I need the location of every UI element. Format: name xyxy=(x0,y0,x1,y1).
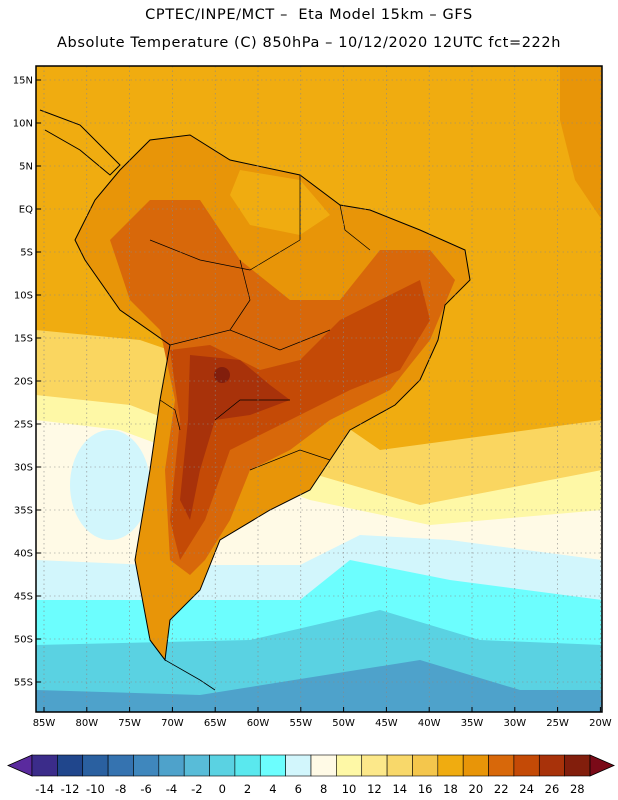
colorbar-label: 6 xyxy=(295,782,302,796)
colorbar-swatch xyxy=(209,754,236,777)
colorbar-label: -6 xyxy=(140,782,151,796)
colorbar-swatch xyxy=(564,754,591,777)
country-borders xyxy=(149,175,371,471)
colorbar-label: 2 xyxy=(244,782,251,796)
ocean-cold-pocket xyxy=(70,430,150,540)
longitude-axis: 85W 80W 75W 70W 65W 60W 55W 50W 45W 40W 35W 30W 25W 2… xyxy=(33,707,612,729)
colorbar-label: 14 xyxy=(392,782,407,796)
map-title: CPTEC/INPE/MCT – Eta Model 15km – GFS xyxy=(145,7,473,23)
lat-label: 45S xyxy=(14,592,33,603)
colorbar-label: 20 xyxy=(469,782,484,796)
colorbar-label: -12 xyxy=(61,782,80,796)
lat-label: 30S xyxy=(14,463,33,474)
central-america-coast xyxy=(39,109,121,176)
colorbar-label: -14 xyxy=(35,782,54,796)
colorbar-swatch xyxy=(31,754,58,777)
lat-label: 25S xyxy=(14,420,33,431)
colorbar-swatch xyxy=(437,754,464,777)
lon-label: 45W xyxy=(375,718,398,729)
colorbar-label: 18 xyxy=(443,782,458,796)
lat-label: 15N xyxy=(13,76,33,87)
lon-label: 75W xyxy=(118,718,141,729)
colorbar-swatch xyxy=(488,754,515,777)
colorbar-swatch xyxy=(183,754,210,777)
lat-label: 5S xyxy=(20,248,33,259)
land-cool-amazon xyxy=(230,170,330,235)
colorbar-swatch xyxy=(158,754,185,777)
ocean-blue xyxy=(36,660,602,712)
colorbar xyxy=(7,754,615,777)
lat-label: 15S xyxy=(14,334,33,345)
lon-label: 60W xyxy=(247,718,270,729)
colorbar-swatch xyxy=(462,754,489,777)
tierra-del-fuego xyxy=(149,639,216,691)
colorbar-label: 12 xyxy=(367,782,382,796)
lon-label: 50W xyxy=(332,718,355,729)
colorbar-label: 28 xyxy=(570,782,585,796)
ocean-warm-northeast xyxy=(560,66,602,220)
map-subtitle: Absolute Temperature (C) 850hPa – 10/12/… xyxy=(57,35,561,51)
colorbar-swatch xyxy=(386,754,413,777)
colorbar-swatch xyxy=(82,754,109,777)
lat-label: 20S xyxy=(14,377,33,388)
colorbar-label: -10 xyxy=(86,782,105,796)
lat-label: 50S xyxy=(14,635,33,646)
lat-label: EQ xyxy=(19,205,33,216)
lat-label: 55S xyxy=(14,678,33,689)
coastline xyxy=(74,134,471,662)
lon-label: 70W xyxy=(161,718,184,729)
colorbar-label: 22 xyxy=(494,782,509,796)
central-america-land xyxy=(40,110,120,175)
lat-label: 40S xyxy=(14,549,33,560)
land-hotter xyxy=(170,280,430,560)
colorbar-label: 0 xyxy=(219,782,226,796)
colorbar-label: 24 xyxy=(519,782,534,796)
colorbar-label: -8 xyxy=(115,782,126,796)
lon-label: 35W xyxy=(461,718,484,729)
lon-label: 65W xyxy=(204,718,227,729)
colorbar-label: 16 xyxy=(418,782,433,796)
colorbar-label: -2 xyxy=(191,782,202,796)
colorbar-swatch xyxy=(133,754,160,777)
map-field xyxy=(36,66,602,712)
colorbar-swatch xyxy=(412,754,439,777)
lon-label: 30W xyxy=(503,718,526,729)
lon-label: 25W xyxy=(546,718,569,729)
map-frame xyxy=(35,65,603,713)
lon-label: 85W xyxy=(33,718,56,729)
colorbar-swatch xyxy=(513,754,540,777)
colorbar-swatch xyxy=(57,754,84,777)
colorbar-labels: -14 -12 -10 -8 -6 -4 -2 0 2 4 6 8 10 12 14 16 18 20 22 24 26… xyxy=(35,782,584,796)
lat-label: 5N xyxy=(19,162,33,173)
colorbar-swatch xyxy=(285,754,312,777)
colorbar-swatch xyxy=(361,754,388,777)
land-hottest xyxy=(180,355,290,520)
colorbar-swatch xyxy=(107,754,134,777)
lon-label: 80W xyxy=(75,718,98,729)
colorbar-swatch xyxy=(538,754,565,777)
colorbar-label: -4 xyxy=(166,782,177,796)
colorbar-swatch xyxy=(336,754,363,777)
lat-label: 10N xyxy=(13,119,33,130)
colorbar-swatch xyxy=(259,754,286,777)
lat-label: 10S xyxy=(14,291,33,302)
colorbar-label: 26 xyxy=(545,782,560,796)
colorbar-label: 4 xyxy=(269,782,276,796)
lat-label: 35S xyxy=(14,506,33,517)
latitude-axis: 15N 10N 5N EQ 5S 10S 15S 20S 25S 30S 35S 40S 45S 50S 5… xyxy=(13,76,41,689)
lon-label: 40W xyxy=(418,718,441,729)
land-peak xyxy=(214,367,230,383)
colorbar-label: 8 xyxy=(320,782,327,796)
colorbar-under-arrow xyxy=(7,754,33,777)
colorbar-swatch xyxy=(310,754,337,777)
colorbar-label: 10 xyxy=(342,782,357,796)
lon-label: 20W xyxy=(589,718,612,729)
colorbar-swatch xyxy=(234,754,261,777)
lon-label: 55W xyxy=(289,718,312,729)
colorbar-over-arrow xyxy=(589,754,615,777)
